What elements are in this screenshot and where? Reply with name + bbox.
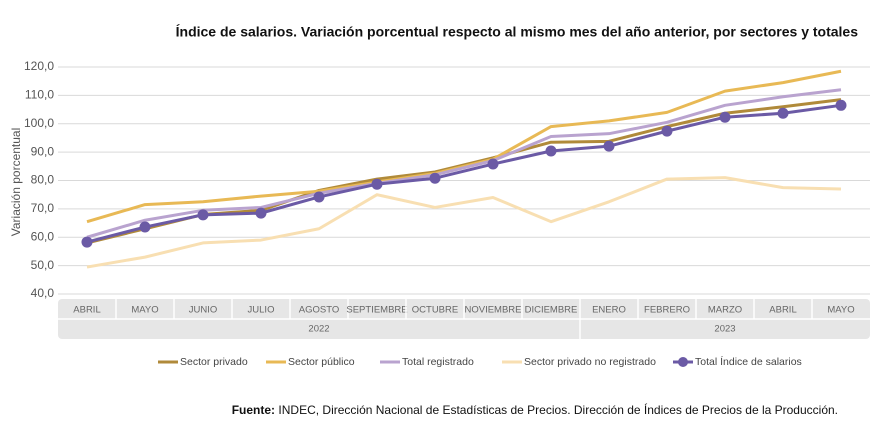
point (255, 207, 267, 219)
series-line (86, 69, 842, 224)
x-tick-label: MAYO (827, 305, 854, 316)
source: Fuente: INDEC, Dirección Nacional de Est… (232, 402, 838, 417)
point (719, 111, 731, 123)
chart-title: Índice de salarios. Variación porcentual… (176, 24, 859, 40)
x-tick-label: ENERO (592, 305, 626, 316)
point (835, 99, 847, 111)
x-tick-label: NOVIEMBRE (464, 305, 521, 316)
y-tick-label: 70,0 (31, 201, 55, 215)
x-tick-label: ABRIL (769, 305, 796, 316)
series-line (86, 176, 842, 269)
legend-label: Sector privado (180, 356, 248, 368)
legend-label: Sector privado no registrado (524, 356, 656, 368)
point (777, 107, 789, 119)
y-axis-label: Variación porcentual (9, 128, 23, 237)
x-tick-label: DICIEMBRE (525, 305, 578, 316)
y-tick-label: 110,0 (25, 88, 54, 102)
x-tick-label: JUNIO (189, 305, 218, 316)
x-tick-label: AGOSTO (299, 305, 339, 316)
x-tick-label: MARZO (708, 305, 742, 316)
point (603, 140, 615, 152)
series-line (86, 103, 842, 244)
y-tick-label: 50,0 (31, 258, 55, 272)
y-tick-label: 90,0 (31, 144, 55, 158)
x-tick-label: JULIO (248, 305, 275, 316)
y-tick-label: 80,0 (31, 173, 55, 187)
point (313, 191, 325, 203)
y-tick-label: 120,0 (24, 59, 54, 73)
point (429, 172, 441, 184)
point (487, 158, 499, 170)
x-tick-label: OCTUBRE (412, 305, 458, 316)
y-tick-label: 100,0 (24, 116, 54, 130)
legend-label: Total registrado (402, 356, 474, 368)
x-tick-label: SEPTIEMBRE (346, 305, 407, 316)
x-tick-label: ABRIL (73, 305, 100, 316)
legend-label: Total Índice de salarios (695, 355, 802, 368)
legend-marker (678, 357, 688, 367)
point (371, 178, 383, 190)
point (139, 221, 151, 233)
legend-label: Sector público (288, 356, 355, 368)
x-tick-label: FEBRERO (644, 305, 690, 316)
x-group-label: 2023 (714, 324, 735, 335)
y-tick-label: 40,0 (31, 286, 55, 300)
point (661, 125, 673, 137)
point (197, 209, 209, 221)
source-label: Fuente: (232, 403, 275, 417)
x-group-label: 2022 (308, 324, 329, 335)
source-text: INDEC, Dirección Nacional de Estadística… (278, 402, 838, 417)
series-line (86, 88, 842, 239)
point (545, 145, 557, 157)
y-tick-label: 60,0 (31, 229, 55, 243)
point (81, 236, 93, 248)
x-tick-label: MAYO (131, 305, 158, 316)
